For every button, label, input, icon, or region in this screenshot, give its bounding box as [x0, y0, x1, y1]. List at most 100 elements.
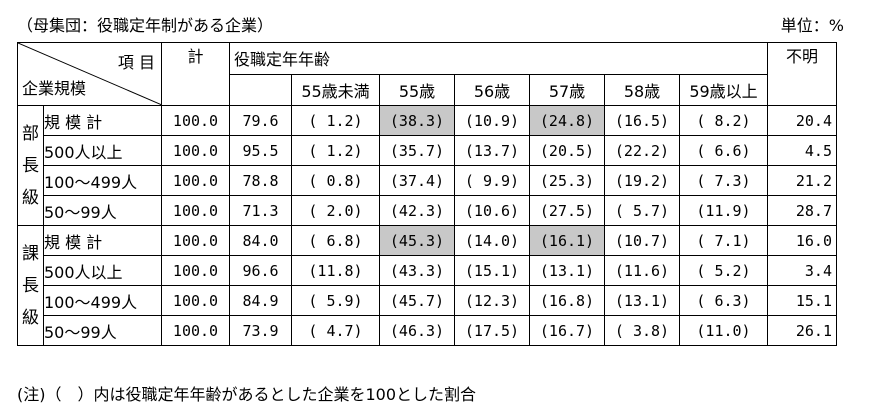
age-cell: ( 6.8): [291, 225, 380, 256]
age-cell: (42.3): [379, 195, 455, 226]
table-row: 100～499人 100.0 78.8( 0.8) (37.4)( 9.9) (25.3…: [18, 165, 837, 196]
age-cell: (37.4): [379, 165, 455, 196]
age-cell: ( 5.7): [604, 195, 680, 226]
age-cell: ( 2.0): [291, 195, 380, 226]
age-cell: (16.5): [604, 105, 680, 136]
age-cell: (10.6): [454, 195, 530, 226]
age-cell: (24.8): [529, 105, 605, 136]
header-row-1: 項 目 企業規模 計 役職定年年齢 不明: [17, 42, 837, 106]
age-cell: ( 1.2): [291, 105, 380, 136]
age-cell: ( 3.8): [604, 315, 680, 346]
age-cell: (16.8): [529, 285, 605, 316]
rate-cell: 71.3: [229, 195, 292, 226]
total-cell: 100.0: [161, 285, 230, 316]
age-cell: (13.1): [604, 285, 680, 316]
size-label: 100～499人: [43, 165, 162, 196]
age-group-header: 役職定年年齢: [229, 42, 768, 75]
age-cell: (45.7): [379, 285, 455, 316]
unknown-cell: 3.4: [767, 255, 837, 286]
age-cell: (43.3): [379, 255, 455, 286]
rate-cell: 84.0: [229, 225, 292, 256]
age-cell: ( 6.6): [679, 135, 768, 166]
age-cell: (46.3): [379, 315, 455, 346]
age-cell: (16.1): [529, 225, 605, 256]
unknown-cell: 26.1: [767, 315, 837, 346]
age-cell: (11.8): [291, 255, 380, 286]
age-cell: ( 5.9): [291, 285, 380, 316]
group-label-char: 部: [22, 123, 39, 144]
age-cell: (14.0): [454, 225, 530, 256]
rate-cell: 96.6: [229, 255, 292, 286]
size-label: 規 模 計: [43, 105, 162, 136]
total-cell: 100.0: [161, 255, 230, 286]
age-cell: (11.0): [679, 315, 768, 346]
age-cell: (10.7): [604, 225, 680, 256]
age-cell: (15.1): [454, 255, 530, 286]
unknown-cell: 28.7: [767, 195, 837, 226]
unit-label: 単位：%: [780, 16, 844, 35]
age-cell: ( 7.1): [679, 225, 768, 256]
table-row: 500人以上 100.0 95.5( 1.2) (35.7) (13.7) (20.5)(…: [18, 135, 837, 166]
age-cell: ( 1.2): [291, 135, 380, 166]
group-label-char: 級: [22, 307, 39, 328]
table-body: 項 目 企業規模 計 役職定年年齢 不明 55歳未満 55歳 56歳 57歳 5…: [17, 42, 837, 346]
age-cell: (22.2): [604, 135, 680, 166]
rate-cell: 78.8: [229, 165, 292, 196]
group-label-char: 課: [22, 243, 39, 264]
group-label-char: 長: [22, 275, 39, 296]
age-cell: (13.7): [454, 135, 530, 166]
diagonal-header: 項 目 企業規模: [17, 42, 162, 106]
table-caption: （母集団：役職定年制がある企業）: [17, 16, 274, 35]
header-row-2: 55歳未満 55歳 56歳 57歳 58歳 59歳以上: [18, 73, 837, 106]
total-cell: 100.0: [161, 315, 230, 346]
table-row: 500人以上 100.0 96.6 (11.8) (43.3) (15.1) (13.1)(…: [18, 255, 837, 286]
rate-cell: 95.5: [229, 135, 292, 166]
age-cell: (20.5): [529, 135, 605, 166]
age-cell: (13.1): [529, 255, 605, 286]
size-label: 50～99人: [43, 315, 162, 346]
age-cell: (25.3): [529, 165, 605, 196]
unknown-cell: 15.1: [767, 285, 837, 316]
age-header: 55歳: [379, 73, 455, 106]
total-cell: 100.0: [161, 195, 230, 226]
age-cell: ( 7.3): [679, 165, 768, 196]
group-label: 課長級: [17, 225, 44, 346]
size-label: 500人以上: [43, 135, 162, 166]
age-cell: (45.3): [379, 225, 455, 256]
age-header: 56歳: [454, 73, 530, 106]
table-row: 50～99人 100.0 73.9( 4.7) (46.3) (17.5) (16.7)(…: [18, 315, 837, 346]
rate-header-blank: [229, 73, 292, 106]
age-cell: ( 6.3): [679, 285, 768, 316]
table-row: 部長級規 模 計 100.0 79.6( 1.2) (38.3) (10.9) (24.8…: [17, 105, 837, 226]
age-cell: ( 4.7): [291, 315, 380, 346]
age-cell: (12.3): [454, 285, 530, 316]
total-cell: 100.0: [161, 225, 230, 256]
item-header: 項 目: [117, 53, 155, 72]
footnote: (注)（ ）内は役職定年年齢があるとした企業を100とした割合: [17, 385, 477, 404]
size-header: 企業規模: [22, 79, 87, 98]
total-cell: 100.0: [161, 165, 230, 196]
age-cell: (17.5): [454, 315, 530, 346]
unknown-cell: 16.0: [767, 225, 837, 256]
rate-cell: 84.9: [229, 285, 292, 316]
rate-cell: 73.9: [229, 315, 292, 346]
total-cell: 100.0: [161, 135, 230, 166]
retirement-age-table: 項 目 企業規模 計 役職定年年齢 不明 55歳未満 55歳 56歳 57歳 5…: [17, 42, 837, 346]
table-row: 50～99人 100.0 71.3( 2.0) (42.3) (10.6) (27.5)(…: [18, 195, 837, 226]
unknown-cell: 21.2: [767, 165, 837, 196]
age-header: 58歳: [604, 73, 680, 106]
age-cell: (10.9): [454, 105, 530, 136]
size-label: 50～99人: [43, 195, 162, 226]
age-cell: (38.3): [379, 105, 455, 136]
group-label-char: 長: [22, 155, 39, 176]
table-row: 100～499人 100.0 84.9( 5.9) (45.7) (12.3) (16.8…: [18, 285, 837, 316]
age-cell: (11.6): [604, 255, 680, 286]
total-cell: 100.0: [161, 105, 230, 136]
age-cell: (11.9): [679, 195, 768, 226]
age-cell: (19.2): [604, 165, 680, 196]
age-cell: ( 9.9): [454, 165, 530, 196]
total-header: 計: [161, 42, 230, 106]
size-label: 100～499人: [43, 285, 162, 316]
size-label: 500人以上: [43, 255, 162, 286]
unknown-cell: 4.5: [767, 135, 837, 166]
